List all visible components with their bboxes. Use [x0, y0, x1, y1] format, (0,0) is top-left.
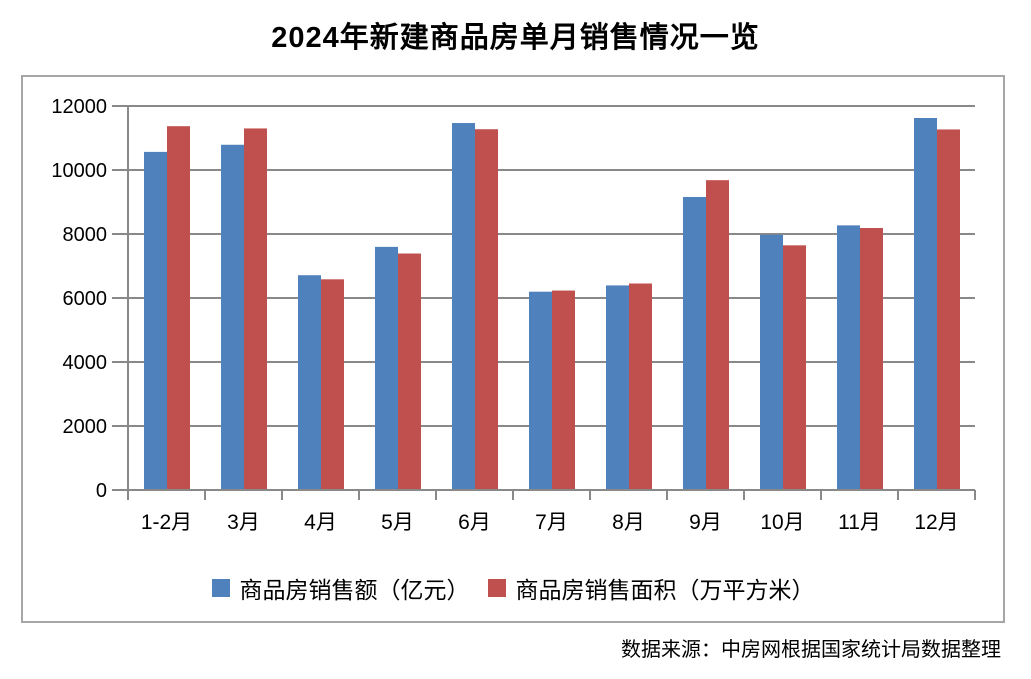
legend: 商品房销售额（亿元） 商品房销售面积（万平方米）: [23, 571, 1003, 605]
bar-5月: [375, 246, 398, 490]
y-tick-label: 10000: [51, 160, 107, 182]
x-tick-label: 6月: [458, 511, 491, 534]
y-axis-ticks: 0 2000 4000 6000 8000 10000 12000: [51, 96, 128, 502]
x-tick-label: 7月: [535, 511, 568, 534]
x-tick-label: 1-2月: [141, 511, 192, 534]
legend-item-sales-amount: 商品房销售额（亿元）: [211, 571, 470, 605]
bar-12月: [937, 129, 960, 490]
bar-8月: [629, 283, 652, 490]
x-tick-label: 9月: [689, 511, 722, 534]
x-axis-labels: 1-2月 3月 4月 5月 6月 7月 8月 9月 10月 11月 12月: [141, 511, 959, 534]
bars-sales-area: [167, 126, 960, 490]
x-tick-label: 5月: [381, 511, 414, 534]
bar-chart-plot: 0 2000 4000 6000 8000 10000 12000 1-2月 3月 4月 5月 6月 7…: [51, 96, 976, 534]
bar-11月: [837, 225, 860, 491]
bar-7月: [552, 290, 575, 490]
bar-8月: [606, 285, 629, 490]
bar-10月: [760, 234, 783, 490]
bar-11月: [860, 227, 883, 490]
legend-label-sales-amount: 商品房销售额（亿元）: [239, 577, 470, 603]
bar-9月: [683, 196, 706, 490]
y-tick-label: 0: [96, 480, 107, 502]
x-axis-ticks: [127, 490, 976, 500]
page-title: 2024年新建商品房单月销售情况一览: [271, 22, 760, 54]
x-tick-label: 12月: [914, 511, 958, 534]
y-tick-label: 2000: [63, 416, 108, 438]
bar-10月: [783, 245, 806, 490]
bar-1-2月: [167, 126, 190, 490]
x-tick-label: 3月: [227, 511, 260, 534]
axes: [127, 106, 975, 500]
source-note: 数据来源：中房网根据国家统计局数据整理: [621, 639, 1001, 661]
x-tick-label: 10月: [760, 511, 804, 534]
bar-4月: [321, 279, 344, 490]
bar-1-2月: [144, 151, 167, 490]
y-tick-label: 4000: [63, 352, 108, 374]
chart-container: 0 2000 4000 6000 8000 10000 12000 1-2月 3月 4月 5月 6月 7…: [21, 75, 1005, 623]
x-tick-label: 4月: [304, 511, 337, 534]
bar-12月: [914, 118, 937, 490]
bar-7月: [529, 291, 552, 490]
legend-swatch-red-icon: [487, 579, 506, 597]
bar-3月: [244, 128, 267, 490]
legend-swatch-blue-icon: [211, 579, 230, 597]
x-tick-label: 11月: [838, 511, 881, 534]
bar-3月: [221, 144, 244, 490]
y-tick-label: 12000: [51, 96, 107, 118]
bar-4月: [298, 275, 321, 490]
bar-9月: [706, 180, 729, 490]
bar-5月: [398, 253, 421, 490]
x-tick-label: 8月: [612, 511, 645, 534]
bar-6月: [452, 123, 475, 491]
bars-sales-amount: [144, 118, 937, 491]
y-tick-label: 8000: [63, 224, 108, 246]
legend-item-sales-area: 商品房销售面积（万平方米）: [487, 571, 815, 605]
bar-6月: [475, 129, 498, 490]
y-tick-label: 6000: [63, 288, 108, 310]
legend-label-sales-area: 商品房销售面积（万平方米）: [515, 577, 815, 603]
